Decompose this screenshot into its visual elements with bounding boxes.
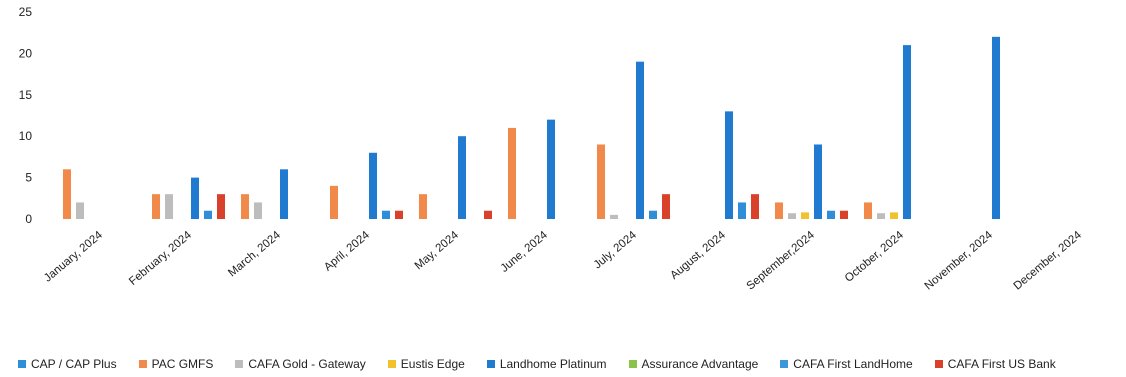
x-tick-label: May, 2024 [413,229,462,273]
x-tick-label: February, 2024 [127,229,194,288]
legend-label: Assurance Advantage [641,357,759,371]
x-tick-label: June, 2024 [499,229,551,275]
legend-label: Eustis Edge [400,357,465,371]
bar-landhome-platinum [280,169,288,219]
y-tick-label: 10 [19,129,33,143]
bar-pac-gmfs [597,144,605,219]
bar-pac-gmfs [330,185,338,219]
x-axis: January, 2024 February, 2024 March, 2024 Ap… [42,229,1084,293]
bar-cafa-first-us-bank [662,194,670,219]
bar-eustis-edge [890,212,898,219]
legend-swatch [387,360,396,368]
bar-landhome-platinum [458,136,466,219]
legend-swatch [138,360,147,368]
bar-landhome-platinum [636,61,644,220]
bar-landhome-platinum [547,119,555,219]
legend-label: CAFA First LandHome [793,357,913,371]
x-tick-label: March, 2024 [226,229,283,280]
x-tick-label: November, 2024 [923,229,996,293]
x-tick-label: April, 2024 [322,229,372,274]
legend-label: Landhome Platinum [499,357,607,371]
bar-pac-gmfs [63,169,71,219]
legend-label: PAC GMFS [151,357,214,371]
bar-cafa-gold-gateway [610,214,618,219]
x-tick-label: August, 2024 [668,229,728,282]
bar-cafa-gold-gateway [76,202,84,219]
y-tick-label: 25 [19,5,33,19]
legend-item: Eustis Edge [387,357,465,371]
bar-landhome-platinum [725,111,733,219]
chart-svg: 0 5 10 15 20 25 January, 2024 February, 2024 Ma… [19,5,1085,293]
bar-cap-cap-plus [649,210,657,219]
bar-pac-gmfs [864,202,872,219]
legend-swatch [934,360,943,368]
x-tick-label: December, 2024 [1012,229,1085,293]
legend: CAP / CAP Plus PAC GMFS CAFA Gold - Gatewa… [18,355,1118,373]
x-tick-label: January, 2024 [42,229,105,285]
bar-pac-gmfs [775,202,783,219]
x-tick-label: July, 2024 [592,229,640,272]
x-tick-label: October, 2024 [843,229,907,285]
bar-landhome-platinum [369,152,377,219]
bar-cap-cap-plus [204,210,212,219]
bar-cafa-first-us-bank [217,194,225,219]
bar-cafa-gold-gateway [788,213,796,219]
y-axis: 0 5 10 15 20 25 [19,5,33,226]
y-tick-label: 5 [25,171,32,185]
bar-cafa-gold-gateway [165,194,173,219]
legend-swatch [18,360,26,368]
legend-item: CAFA First US Bank [934,357,1056,371]
bar-landhome-platinum [992,36,1000,220]
bar-landhome-platinum [903,45,911,220]
legend-swatch [780,360,789,368]
bar-cafa-first-us-bank [840,210,848,219]
bar-cap-cap-plus [738,202,746,219]
legend-label: CAFA First US Bank [947,357,1056,371]
bar-landhome-platinum [814,144,822,219]
bars [63,36,1000,220]
bar-pac-gmfs [419,194,427,219]
bar-cafa-first-us-bank [395,210,403,219]
legend-swatch [628,360,637,368]
bar-cafa-first-us-bank [484,210,492,219]
y-tick-label: 0 [25,212,32,226]
legend-item: Assurance Advantage [628,357,759,371]
bar-pac-gmfs [152,194,160,219]
legend-item: CAFA First LandHome [780,357,913,371]
bar-cafa-gold-gateway [877,213,885,219]
bar-cap-cap-plus [827,210,835,219]
y-tick-label: 15 [19,88,33,102]
bar-cafa-gold-gateway [254,202,262,219]
legend-item: Landhome Platinum [486,357,607,371]
legend-label: CAP / CAP Plus [31,357,117,371]
legend-swatch [235,360,244,368]
legend-item: CAFA Gold - Gateway [235,357,366,371]
bar-eustis-edge [801,212,809,219]
bar-cap-cap-plus [382,210,390,219]
y-tick-label: 20 [19,46,33,60]
x-tick-label: September,2024 [745,229,818,293]
legend-item: PAC GMFS [138,357,214,371]
bar-cafa-first-us-bank [751,194,759,219]
bar-landhome-platinum [191,177,199,219]
legend-item: CAP / CAP Plus [18,357,117,371]
legend-swatch [486,360,495,368]
bar-pac-gmfs [241,194,249,219]
bar-pac-gmfs [508,127,516,219]
legend-label: CAFA Gold - Gateway [248,357,366,371]
